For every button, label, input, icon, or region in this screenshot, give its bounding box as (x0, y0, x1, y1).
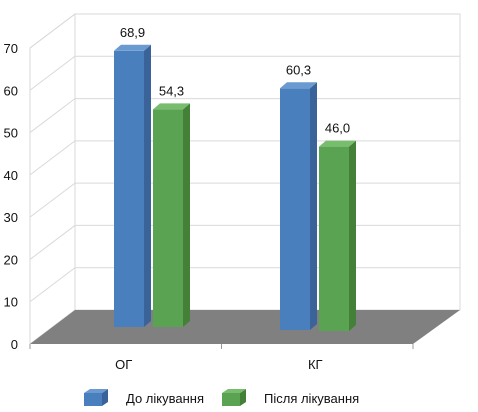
gridline (29, 98, 460, 133)
side-wall (29, 12, 76, 346)
x-axis: ОГ КГ (29, 344, 414, 372)
floor-plane (30, 310, 460, 344)
gridline (29, 55, 460, 91)
bar-top (280, 82, 317, 89)
bar-front (153, 109, 183, 327)
bar-side (183, 103, 190, 327)
bar-front (280, 88, 310, 331)
y-tick-label: 50 (4, 126, 18, 141)
y-tick-label: 20 (4, 252, 18, 267)
data-label: 60,3 (286, 62, 311, 77)
chart-floor (30, 310, 460, 344)
bar (114, 44, 151, 328)
legend: До лікування Після лікування (84, 389, 359, 406)
bar-front (114, 50, 144, 328)
bar (319, 140, 356, 331)
bar (280, 82, 317, 331)
y-tick-label: 30 (4, 210, 18, 225)
legend-swatch-top (84, 389, 108, 393)
x-category-label: КГ (308, 357, 323, 372)
bar-top (153, 103, 190, 110)
bars (114, 44, 356, 331)
y-axis: 0 10 20 30 40 50 60 70 (4, 41, 18, 352)
gridline (29, 13, 460, 49)
legend-swatch (84, 393, 102, 406)
legend-label: Після лікування (264, 391, 359, 406)
data-label: 68,9 (120, 25, 145, 40)
legend-item: До лікування (84, 389, 204, 406)
data-labels: 68,9 54,3 60,3 46,0 (120, 25, 350, 136)
chart-walls (29, 12, 461, 346)
y-tick-label: 70 (4, 41, 18, 56)
legend-swatch-side (240, 389, 246, 406)
y-tick-label: 60 (4, 83, 18, 98)
bar-top (114, 44, 151, 51)
x-category-label: ОГ (115, 357, 132, 372)
bar-side (349, 140, 356, 331)
legend-swatch-top (222, 389, 246, 393)
bar-front (319, 146, 349, 331)
y-tick-label: 40 (4, 168, 18, 183)
bar-side (144, 44, 151, 328)
legend-item: Після лікування (222, 389, 359, 406)
y-tick-label: 10 (4, 295, 18, 310)
data-label: 46,0 (325, 121, 350, 136)
bar-side (310, 82, 317, 331)
legend-label: До лікування (126, 391, 204, 406)
bar-top (319, 140, 356, 147)
bar (153, 103, 190, 327)
y-tick-label: 0 (11, 337, 18, 352)
data-label: 54,3 (159, 83, 184, 98)
legend-swatch (222, 393, 240, 406)
legend-swatch-side (102, 389, 108, 406)
